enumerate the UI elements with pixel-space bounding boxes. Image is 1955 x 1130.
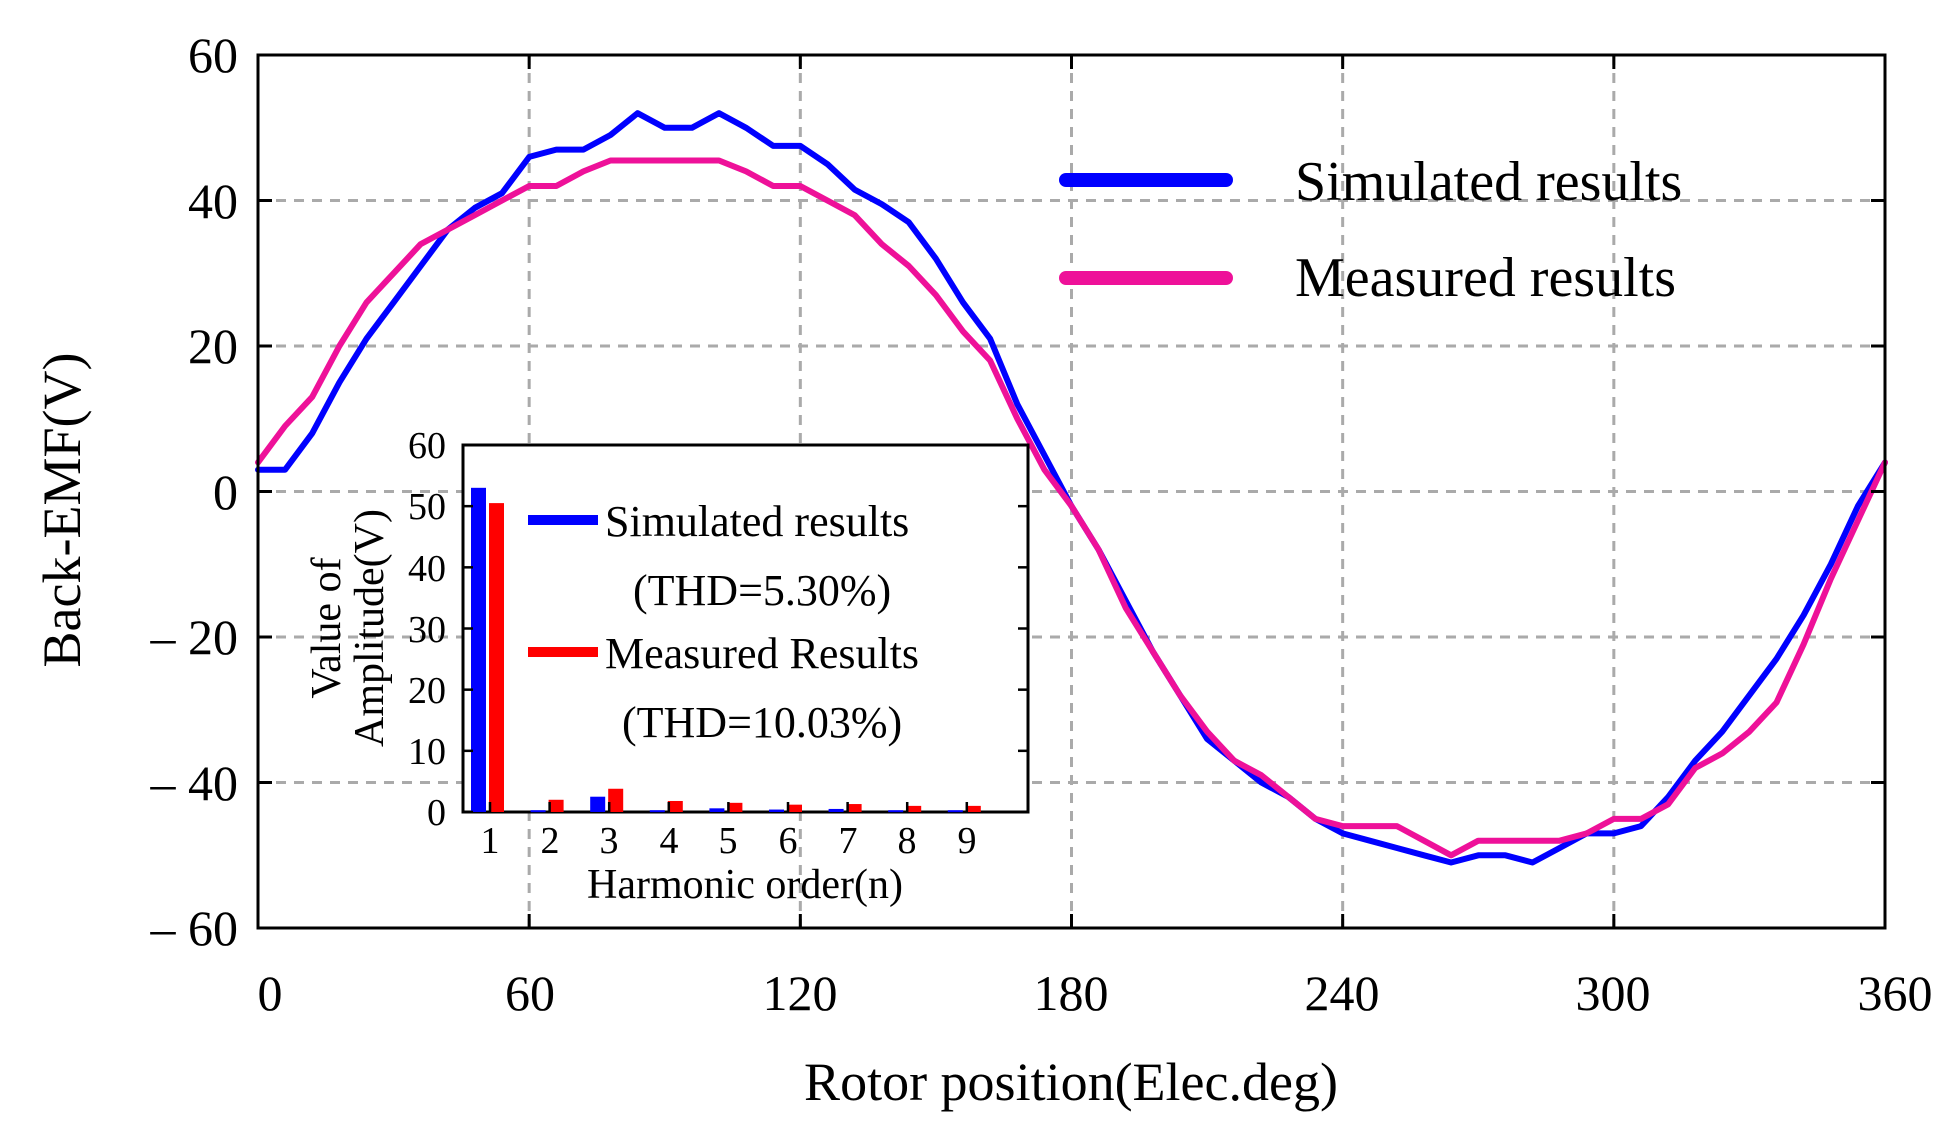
main-legend: Simulated results Measured results (1059, 151, 1682, 309)
inset-y-tick-label: 10 (408, 731, 446, 773)
inset-x-tick-label: 6 (779, 820, 798, 862)
bar-simulated (947, 810, 963, 813)
bar-measured (965, 805, 981, 812)
y-axis-label: Back-EMF(V) (32, 353, 92, 668)
inset-x-tick-label: 1 (481, 820, 500, 862)
x-tick-label: 60 (505, 965, 555, 1021)
y-tick-label: 0 (213, 464, 238, 520)
bar-measured (846, 804, 862, 812)
bar-measured (906, 805, 922, 812)
x-tick-label: 180 (1034, 965, 1109, 1021)
main-grid (258, 55, 1885, 928)
inset-x-tick-label: 3 (600, 820, 619, 862)
bar-simulated (828, 808, 844, 812)
bar-simulated (709, 808, 725, 812)
y-tick-label: 20 (188, 318, 238, 374)
inset-bars (471, 487, 981, 813)
bar-measured (548, 799, 564, 812)
inset-y-tick-label: 30 (408, 609, 446, 651)
inset-y-tick-label: 60 (408, 425, 446, 467)
inset-legend-note-measured: (THD=10.03%) (622, 698, 902, 747)
x-tick-label: 120 (763, 965, 838, 1021)
inset-y-tick-label: 0 (427, 792, 446, 834)
bar-measured (787, 804, 802, 812)
inset-legend-label-measured: Measured Results (605, 629, 919, 678)
inset-x-tick-label: 8 (898, 820, 917, 862)
inset-x-tick-label: 4 (660, 820, 679, 862)
inset-chart: 0 10 20 30 40 50 60 1 2 3 4 5 6 7 8 9 Ha… (304, 425, 1030, 908)
inset-y-tick-label: 50 (408, 486, 446, 528)
inset-x-tick-label: 9 (958, 820, 977, 862)
y-tick-label: – 20 (150, 609, 239, 665)
y-tick-label: 40 (188, 173, 238, 229)
series-line-measured (255, 157, 1888, 859)
inset-x-tick-label: 7 (839, 820, 858, 862)
main-lines (255, 110, 1888, 866)
inset-y-axis-label-line2: Amplitude(V) (347, 509, 393, 747)
x-tick-label: 360 (1858, 965, 1933, 1021)
y-tick-label: – 60 (150, 900, 239, 956)
bar-measured (667, 800, 683, 812)
legend-label-measured: Measured results (1295, 247, 1676, 309)
inset-x-tick-label: 2 (541, 820, 560, 862)
bar-simulated (769, 809, 784, 812)
bar-measured (727, 802, 743, 812)
x-tick-label: 300 (1576, 965, 1651, 1021)
bar-simulated (888, 810, 904, 813)
inset-legend: Simulated results (THD=5.30%) Measured R… (528, 497, 919, 747)
inset-ticks (463, 443, 1028, 814)
x-tick-label: 0 (258, 965, 283, 1021)
x-tick-label: 240 (1305, 965, 1380, 1021)
y-tick-label: – 40 (150, 755, 239, 811)
bar-simulated (649, 810, 665, 813)
inset-y-tick-label: 20 (408, 670, 446, 712)
bar-simulated (471, 487, 486, 812)
inset-x-tick-label: 5 (719, 820, 738, 862)
bar-simulated (590, 796, 606, 812)
legend-label-simulated: Simulated results (1295, 151, 1682, 213)
inset-y-axis-label-line1: Value of (304, 557, 350, 698)
bar-measured (608, 788, 624, 812)
bar-simulated (530, 810, 546, 813)
inset-x-axis-label: Harmonic order(n) (587, 862, 903, 908)
inset-legend-note-simulated: (THD=5.30%) (633, 566, 891, 615)
main-ticks (256, 53, 1887, 930)
x-axis-label: Rotor position(Elec.deg) (804, 1052, 1338, 1112)
inset-legend-label-simulated: Simulated results (605, 497, 909, 546)
inset-y-tick-label: 40 (408, 548, 446, 590)
y-tick-label: 60 (188, 27, 238, 83)
bar-measured (489, 503, 504, 812)
